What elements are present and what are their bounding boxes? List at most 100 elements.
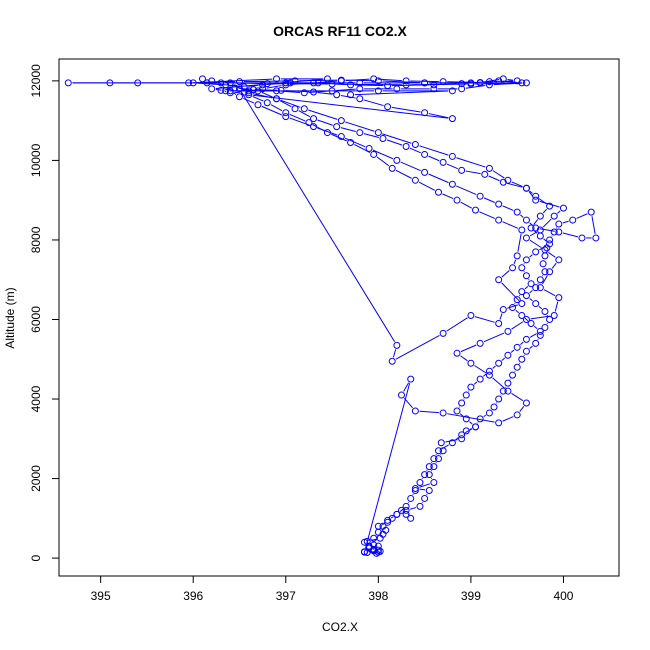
data-point [458, 435, 466, 443]
data-point [249, 86, 257, 94]
series-segment [418, 181, 436, 191]
series-segment [340, 127, 356, 133]
data-point [458, 85, 466, 93]
data-point [522, 79, 530, 87]
data-point [337, 77, 345, 85]
x-tick-label: 400 [553, 589, 573, 603]
series-segment [493, 80, 513, 83]
data-point [546, 315, 554, 323]
data-point [536, 276, 544, 284]
series-segment [308, 109, 338, 120]
x-tick-label: 399 [461, 589, 481, 603]
data-point [333, 91, 341, 99]
x-axis-label: CO2.X [322, 620, 358, 634]
data-point [476, 78, 484, 86]
data-point [240, 88, 248, 96]
data-point [467, 359, 475, 367]
data-point [476, 375, 484, 383]
data-point [578, 234, 586, 242]
data-point [462, 427, 470, 435]
series-segment [502, 416, 514, 422]
data-point [254, 87, 262, 95]
data-point [435, 455, 443, 463]
data-point [485, 81, 493, 89]
data-point [495, 200, 503, 208]
data-point [360, 538, 368, 546]
y-tick-label: 12000 [29, 64, 43, 98]
series-segment [529, 190, 533, 194]
data-point [323, 129, 331, 137]
data-point [448, 152, 456, 160]
x-tick-label: 398 [368, 589, 388, 603]
series-segment [445, 439, 458, 443]
series-segment [483, 197, 496, 203]
data-point [481, 170, 489, 178]
series-segment [501, 270, 510, 278]
data-point [310, 88, 318, 96]
data-point [518, 79, 526, 87]
data-point [541, 323, 549, 331]
data-point [226, 79, 234, 87]
data-point [518, 355, 526, 363]
series-segment [465, 84, 486, 89]
data-point [527, 319, 535, 327]
data-point [314, 79, 322, 87]
data-point [513, 252, 521, 260]
series-segment [279, 100, 292, 108]
series-segment [502, 205, 514, 211]
data-point [263, 80, 271, 88]
data-point [402, 510, 410, 518]
series-segment [519, 406, 525, 412]
data-point [263, 99, 271, 107]
series-segment [248, 84, 259, 87]
series-segment [391, 84, 430, 87]
data-point [513, 296, 521, 304]
series-segment [419, 145, 449, 156]
series-segment [474, 316, 495, 323]
data-point [425, 463, 433, 471]
data-point [453, 349, 461, 357]
data-point [384, 82, 392, 90]
data-point [569, 216, 577, 224]
data-point [435, 447, 443, 455]
series-segment [215, 88, 222, 91]
data-point [555, 294, 563, 302]
series-segment [562, 220, 569, 224]
series-segment [298, 110, 311, 118]
series-segment [511, 392, 524, 402]
data-point [384, 518, 392, 526]
series-segment [241, 92, 396, 343]
data-point [416, 502, 424, 510]
series-segment [533, 219, 539, 226]
data-point [495, 216, 503, 224]
data-point [379, 135, 387, 143]
data-point [430, 81, 438, 89]
data-point [522, 335, 530, 343]
data-point [393, 85, 401, 93]
series-segment [492, 377, 506, 389]
data-point [402, 142, 410, 150]
data-point [532, 248, 540, 256]
data-point [495, 319, 503, 327]
y-tick-label: 2000 [29, 465, 43, 492]
series-segment [403, 397, 413, 409]
data-point [222, 87, 230, 95]
y-axis: 0 2000 4000 6000 8000 10000 12000 [29, 64, 60, 561]
data-point [499, 306, 507, 314]
data-point [437, 439, 445, 447]
data-point [365, 542, 373, 550]
data-point [541, 308, 549, 316]
series-segment [507, 304, 518, 309]
series-segment [447, 81, 476, 83]
data-point [374, 77, 382, 85]
series-segment [557, 210, 561, 214]
series-segment [483, 373, 487, 377]
data-point [300, 89, 308, 97]
data-point [536, 284, 544, 292]
series-segment [529, 345, 533, 349]
data-point [435, 188, 443, 196]
data-point [467, 383, 475, 391]
y-tick-label: 0 [29, 554, 43, 561]
series-segment [233, 92, 237, 95]
data-point [522, 315, 530, 323]
